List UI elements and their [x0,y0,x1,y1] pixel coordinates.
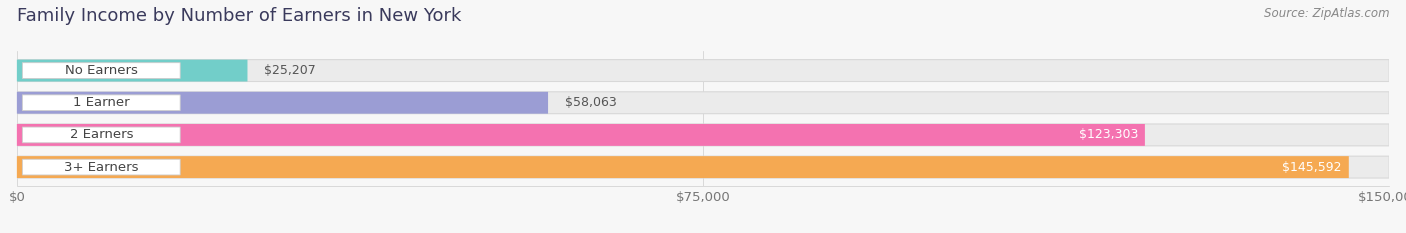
Text: $123,303: $123,303 [1078,128,1137,141]
FancyBboxPatch shape [17,124,1144,146]
Text: $145,592: $145,592 [1282,161,1341,174]
Text: $58,063: $58,063 [565,96,616,109]
Text: Family Income by Number of Earners in New York: Family Income by Number of Earners in Ne… [17,7,461,25]
FancyBboxPatch shape [22,127,180,143]
FancyBboxPatch shape [17,92,1389,114]
Text: No Earners: No Earners [65,64,138,77]
FancyBboxPatch shape [17,60,247,82]
Text: 2 Earners: 2 Earners [69,128,134,141]
Text: 1 Earner: 1 Earner [73,96,129,109]
FancyBboxPatch shape [17,124,1389,146]
FancyBboxPatch shape [17,60,1389,82]
Text: 3+ Earners: 3+ Earners [65,161,139,174]
FancyBboxPatch shape [17,156,1348,178]
FancyBboxPatch shape [17,92,548,114]
FancyBboxPatch shape [22,159,180,175]
Text: $25,207: $25,207 [264,64,316,77]
FancyBboxPatch shape [17,156,1389,178]
Text: Source: ZipAtlas.com: Source: ZipAtlas.com [1264,7,1389,20]
FancyBboxPatch shape [22,63,180,79]
FancyBboxPatch shape [22,95,180,111]
